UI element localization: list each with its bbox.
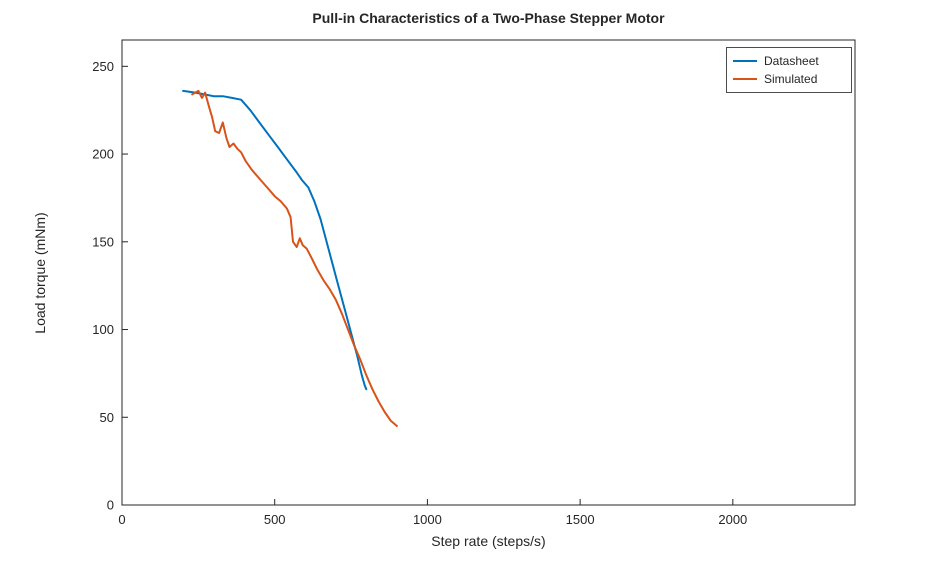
x-tick-label: 1000 bbox=[413, 512, 442, 527]
y-tick-label: 150 bbox=[92, 234, 114, 249]
axes-box bbox=[121, 39, 856, 506]
y-tick-label: 250 bbox=[92, 59, 114, 74]
legend-item-simulated: Simulated bbox=[733, 70, 845, 88]
legend-item-datasheet: Datasheet bbox=[733, 52, 845, 70]
legend-label-datasheet: Datasheet bbox=[764, 54, 819, 68]
datasheet-line-swatch bbox=[733, 60, 757, 62]
simulated-line-swatch bbox=[733, 78, 757, 80]
legend-label-simulated: Simulated bbox=[764, 72, 818, 86]
legend: Datasheet Simulated bbox=[726, 47, 852, 93]
x-tick-label: 2000 bbox=[718, 512, 747, 527]
x-tick-label: 1500 bbox=[566, 512, 595, 527]
y-tick-label: 50 bbox=[100, 410, 114, 425]
x-axis-label: Step rate (steps/s) bbox=[431, 533, 546, 549]
y-tick-label: 200 bbox=[92, 147, 114, 162]
y-tick-label: 100 bbox=[92, 322, 114, 337]
chart-title: Pull-in Characteristics of a Two-Phase S… bbox=[312, 10, 665, 26]
series-line-datasheet bbox=[182, 89, 368, 391]
x-tick-label: 500 bbox=[264, 512, 286, 527]
x-tick-label: 0 bbox=[118, 512, 125, 527]
series-line-simulated bbox=[191, 89, 398, 427]
y-tick-label: 0 bbox=[107, 498, 114, 513]
